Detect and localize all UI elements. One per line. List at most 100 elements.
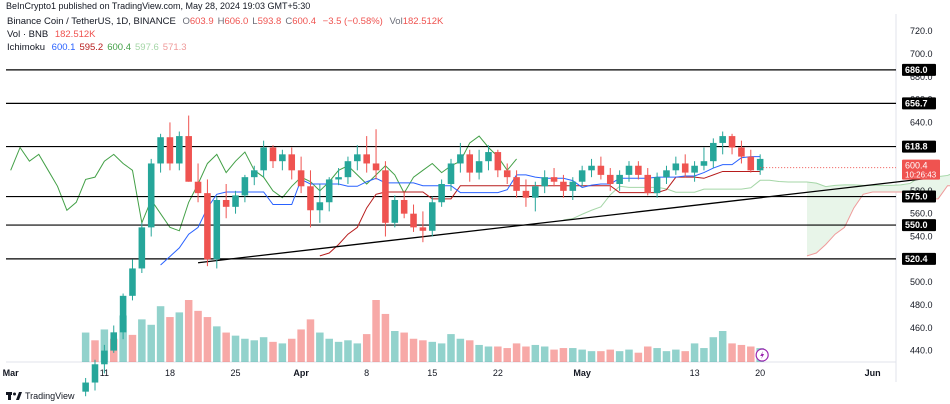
- volume-bar: [138, 319, 146, 362]
- last-price-label: 600.4: [905, 161, 928, 171]
- volume-bar: [259, 337, 268, 362]
- volume-bar: [287, 338, 296, 362]
- candle-body: [503, 170, 511, 178]
- volume-bar: [175, 312, 184, 362]
- price-tick-label: 560.0: [910, 209, 933, 219]
- price-change: −3.5 (−0.58%): [322, 16, 383, 27]
- candle-body: [419, 227, 427, 231]
- candle-body: [344, 161, 352, 178]
- volume-bar: [156, 306, 165, 362]
- ichimoku-value: 600.4: [107, 42, 131, 53]
- volume-bar: [278, 343, 287, 362]
- candle-body: [213, 199, 221, 260]
- price-tick-label: 700.0: [910, 49, 933, 59]
- candle-body: [428, 202, 436, 231]
- time-tick-label: 8: [364, 368, 369, 378]
- candle-body: [316, 202, 324, 211]
- volume-bar: [306, 319, 315, 362]
- volume-bar: [634, 352, 643, 362]
- footer-brand: TradingView: [25, 391, 75, 401]
- volume-bar: [681, 351, 689, 362]
- volume-bar: [494, 346, 502, 362]
- candle-body: [157, 137, 164, 164]
- ohlc-o-value: 603.9: [189, 16, 214, 27]
- ohlc-c-label: C: [285, 16, 293, 27]
- candle-body: [204, 193, 211, 260]
- volume-bar: [718, 331, 727, 362]
- symbol-name[interactable]: Binance Coin / TetherUS, 1D, BINANCE: [7, 16, 176, 27]
- volume-bar: [362, 334, 371, 362]
- tradingview-footer[interactable]: TradingView: [6, 391, 75, 401]
- candle-body: [363, 154, 370, 164]
- volume-bar: [381, 313, 390, 362]
- ichimoku-value: 597.6: [135, 42, 159, 53]
- time-tick-label: 11: [100, 368, 109, 378]
- time-tick-label: 15: [427, 368, 437, 378]
- time-tick-label: 22: [493, 368, 503, 378]
- candle-body: [485, 152, 492, 162]
- ohlc-c-value: 600.4: [292, 16, 316, 27]
- candle-body: [410, 213, 417, 228]
- volume-bar: [316, 332, 324, 362]
- candle-body: [644, 174, 652, 194]
- candle-body: [691, 165, 698, 173]
- volume-bar: [334, 341, 343, 362]
- volume-bar: [203, 317, 212, 362]
- ohlc-l-value: 593.8: [257, 16, 282, 27]
- legend-symbol-row: Binance Coin / TetherUS, 1D, BINANCE O60…: [7, 15, 443, 28]
- candle-body: [91, 364, 99, 383]
- level-price-tag: [902, 97, 936, 110]
- candle-body: [391, 199, 399, 223]
- candle-body: [447, 163, 455, 185]
- candle-body: [597, 165, 605, 175]
- time-tick-label: 18: [165, 368, 175, 378]
- candle-body: [372, 163, 380, 171]
- candle-body: [663, 170, 670, 178]
- lightning-glyph: [760, 351, 765, 359]
- ichimoku-value: 595.2: [79, 42, 104, 53]
- countdown-label: 10:26:43: [905, 171, 937, 180]
- ohlc-o-label: O: [182, 16, 190, 27]
- ohlc-h-value: 606.0: [224, 16, 249, 27]
- volume-bar: [728, 343, 736, 362]
- volume-bar: [372, 300, 380, 362]
- legend-volume-row: Vol · BNB 182.512K: [7, 28, 443, 41]
- price-tick-label: 540.0: [910, 231, 933, 241]
- volume-bar: [456, 338, 465, 362]
- candle-body: [513, 177, 520, 191]
- level-price-label: 575.0: [905, 192, 928, 202]
- volume-bar: [643, 346, 652, 362]
- publisher-line: BeInCrypto1 published on TradingView.com…: [6, 1, 311, 11]
- volume-bar: [213, 326, 221, 362]
- volume-bar: [325, 338, 333, 362]
- volume-bar: [222, 332, 230, 362]
- candle-body: [653, 177, 661, 194]
- candle-body: [110, 332, 118, 351]
- price-tick-label: 720.0: [910, 26, 933, 36]
- candle-body: [710, 142, 717, 162]
- candle-body: [147, 163, 155, 228]
- ichimoku-label[interactable]: Ichimoku: [7, 42, 46, 53]
- candle-body: [194, 181, 202, 194]
- candle-body: [101, 350, 108, 365]
- level-price-label: 686.0: [905, 65, 928, 75]
- candle-body: [588, 165, 595, 171]
- volume-bar: [747, 346, 755, 362]
- candle-body: [176, 136, 183, 164]
- price-tick-label: 480.0: [910, 300, 933, 310]
- trendline[interactable]: [197, 176, 939, 264]
- ichimoku-values: 600.1 595.2 600.4 597.6 571.3: [48, 42, 187, 53]
- price-tick-label: 680.0: [910, 72, 933, 82]
- volume-bar: [484, 346, 493, 362]
- candle-body: [400, 199, 408, 214]
- ichimoku-kijun-line: [319, 170, 761, 257]
- level-price-label: 520.4: [905, 254, 928, 264]
- volume-bar: [419, 340, 427, 362]
- tradingview-logo-icon: [6, 392, 22, 400]
- price-tick-label: 500.0: [910, 277, 933, 287]
- vol-value: 182.512K: [402, 16, 444, 27]
- volume-bar: [690, 343, 699, 362]
- volume-bar: [569, 348, 577, 362]
- volume-indicator-label[interactable]: Vol · BNB: [7, 29, 49, 40]
